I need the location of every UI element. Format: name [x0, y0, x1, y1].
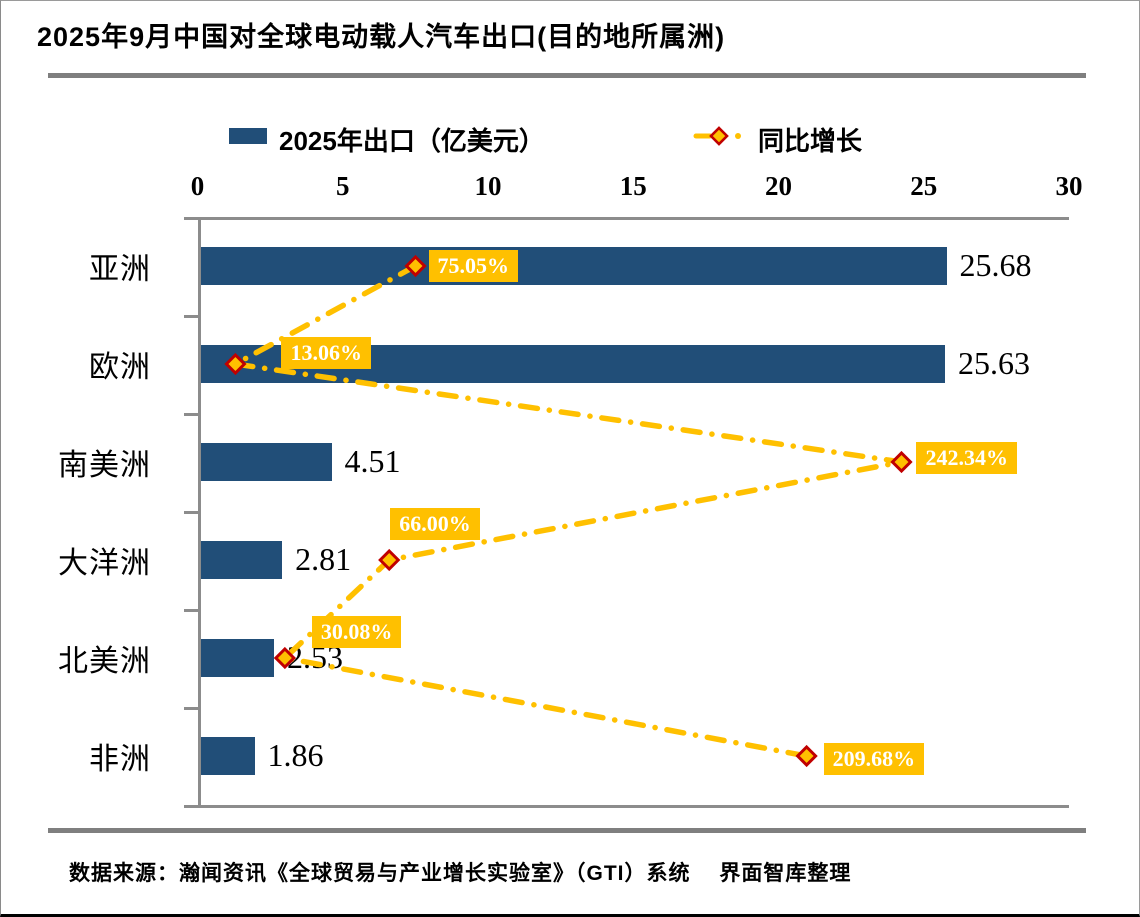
growth-marker	[795, 744, 818, 768]
y-axis-tick	[183, 707, 198, 710]
y-axis-tick	[183, 609, 198, 612]
bar	[200, 737, 255, 775]
category-label: 欧洲	[89, 351, 151, 384]
growth-value-label: 242.34%	[916, 442, 1017, 475]
growth-value-label: 13.06%	[281, 337, 371, 370]
data-source-note: 数据来源：瀚闻资讯《全球贸易与产业增长实验室》（GTI）系统 界面智库整理	[69, 862, 852, 885]
footer-divider	[48, 828, 1086, 833]
x-axis-tick-label: 20	[765, 171, 792, 201]
growth-value-label: 209.68%	[823, 743, 925, 776]
legend-bar-swatch	[229, 128, 267, 144]
bar-value-label: 25.68	[959, 246, 1032, 283]
x-axis-tick-label: 15	[619, 171, 647, 201]
bar	[200, 443, 332, 481]
plot-top-border	[183, 217, 1069, 220]
bar-value-label: 2.81	[295, 540, 352, 577]
legend-line-label: 同比增长	[758, 126, 863, 156]
growth-value-label: 30.08%	[311, 616, 402, 649]
category-label: 北美洲	[58, 645, 151, 678]
growth-value-label: 66.00%	[390, 508, 480, 541]
bar-value-label: 25.63	[958, 344, 1031, 381]
growth-marker	[890, 450, 913, 474]
category-label: 非洲	[89, 743, 151, 776]
legend-line-marker-icon	[693, 126, 741, 146]
category-label: 南美洲	[58, 449, 151, 482]
growth-marker	[378, 548, 401, 572]
page-title: 2025年9月中国对全球电动载人汽车出口(目的地所属洲)	[37, 22, 726, 52]
growth-value-label: 75.05%	[428, 250, 519, 283]
y-axis-tick	[183, 315, 198, 318]
legend-bar-label: 2025年出口（亿美元）	[279, 126, 545, 156]
category-label: 大洋洲	[58, 547, 151, 580]
x-axis-tick-label: 10	[474, 171, 502, 201]
y-axis-line	[197, 217, 201, 808]
bar	[200, 247, 947, 285]
bar-value-label: 1.86	[267, 736, 324, 773]
bar	[200, 541, 283, 579]
bar-value-label: 4.51	[344, 442, 401, 479]
bar	[200, 639, 274, 677]
y-axis-tick	[183, 511, 198, 514]
x-axis-tick-label: 0	[190, 171, 205, 201]
plot-bottom-border	[183, 805, 1069, 808]
x-axis-tick-label: 25	[910, 171, 938, 201]
title-divider	[48, 73, 1086, 78]
category-label: 亚洲	[89, 253, 151, 286]
x-axis-tick-label: 30	[1055, 171, 1083, 201]
y-axis-tick	[183, 413, 198, 416]
x-axis-tick-label: 5	[336, 171, 350, 201]
